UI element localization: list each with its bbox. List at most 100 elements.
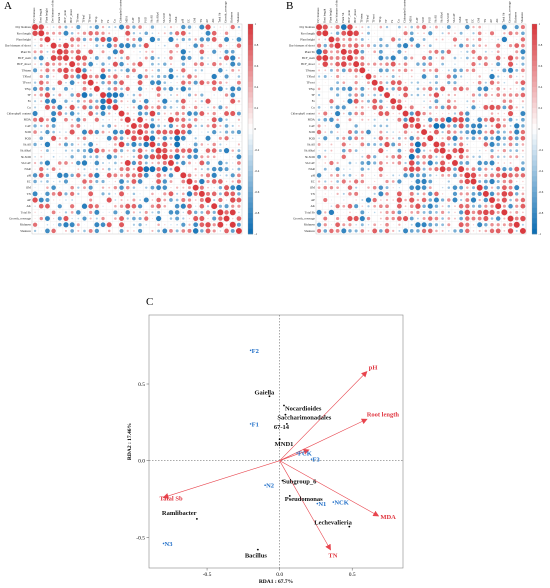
heatmap-cell	[207, 118, 209, 121]
heatmap-cell	[162, 141, 168, 148]
heatmap-cell	[335, 25, 340, 30]
heatmap-cell	[163, 62, 167, 66]
heatmap-cell	[32, 197, 38, 203]
heatmap-cell	[144, 31, 149, 36]
heatmap-cell	[207, 143, 209, 146]
heatmap-cell	[509, 155, 512, 159]
heatmap-cell	[335, 229, 340, 233]
heatmap-cell	[390, 55, 396, 61]
heatmap-cell	[459, 136, 463, 140]
heatmap-cell	[107, 167, 111, 171]
heatmap-cell	[205, 98, 211, 104]
heatmap-cell	[46, 50, 49, 53]
heatmap-cell	[95, 112, 99, 115]
heatmap-cell	[81, 55, 88, 61]
heatmap-cell	[367, 211, 370, 213]
heatmap-cell	[143, 166, 150, 173]
heatmap-cell	[224, 228, 229, 234]
heatmap-cell	[342, 112, 345, 115]
heatmap-cell	[435, 63, 437, 65]
heatmap-cell	[226, 26, 228, 28]
heatmap-cell	[186, 191, 193, 197]
heatmap-cell	[423, 137, 426, 140]
heatmap-row-label: Growth_coverage	[9, 217, 31, 221]
heatmap-cell	[508, 173, 513, 178]
heatmap-cell	[485, 32, 487, 34]
heatmap-row-label: Sb.CAT	[21, 161, 31, 165]
heatmap-cell	[101, 148, 105, 153]
heatmap-cell	[336, 81, 340, 85]
heatmap-cell	[410, 81, 413, 84]
heatmap-cell	[421, 74, 427, 79]
heatmap-cell	[132, 93, 136, 97]
rda-genus-point	[288, 495, 291, 497]
heatmap-cell	[34, 218, 36, 220]
heatmap-cell	[144, 105, 149, 110]
heatmap-cell	[189, 63, 190, 65]
heatmap-cell	[452, 185, 458, 190]
heatmap-row-label: Plant Sb	[21, 50, 32, 54]
heatmap-cell	[127, 94, 129, 96]
heatmap-cell	[398, 94, 401, 96]
heatmap-cell	[76, 173, 81, 178]
heatmap-cell	[348, 62, 352, 66]
heatmap-cell	[447, 124, 451, 128]
heatmap-cell	[100, 98, 106, 104]
heatmap-cell	[158, 45, 160, 47]
heatmap-cell	[205, 135, 211, 141]
heatmap-row-label: MDA	[24, 118, 32, 122]
heatmap-cell	[194, 69, 197, 72]
heatmap-cell	[428, 124, 432, 128]
heatmap-cell	[436, 32, 437, 34]
heatmap-cell	[515, 68, 519, 72]
heatmap-cell	[107, 75, 111, 78]
heatmap-cell	[132, 99, 136, 104]
heatmap-cell	[119, 92, 124, 98]
rda-genus-point	[283, 404, 285, 407]
heatmap-cell	[125, 86, 130, 91]
heatmap-cell	[404, 106, 407, 109]
heatmap-col-label: POD	[143, 16, 147, 23]
heatmap-cell	[201, 119, 203, 121]
heatmap-cell	[471, 136, 476, 141]
heatmap-cell	[199, 222, 205, 228]
heatmap-cell	[194, 168, 197, 171]
heatmap-cell	[211, 148, 217, 153]
heatmap-cell	[57, 204, 62, 209]
heatmap-cell	[90, 45, 92, 47]
heatmap-cell	[503, 81, 506, 84]
heatmap-cell	[348, 180, 352, 183]
heatmap-cell	[70, 68, 74, 72]
heatmap-cell	[89, 198, 93, 202]
heatmap-cell	[353, 98, 359, 104]
heatmap-cell	[329, 68, 333, 72]
heatmap-cell	[96, 51, 98, 53]
heatmap-cell	[317, 222, 322, 227]
heatmap-cell	[119, 216, 125, 222]
heatmap-cell	[181, 148, 186, 153]
heatmap-cell	[156, 185, 162, 191]
heatmap-col-label: Sb.CAT	[168, 13, 172, 23]
heatmap-cell	[181, 105, 186, 110]
heatmap-cell	[119, 149, 124, 153]
heatmap-cell	[479, 106, 481, 109]
heatmap-cell	[330, 143, 333, 146]
rda-env-vector	[279, 371, 368, 461]
heatmap-cell	[181, 62, 186, 66]
heatmap-cell	[459, 210, 464, 215]
heatmap-cell	[318, 63, 320, 66]
heatmap-cell	[445, 153, 452, 160]
heatmap-cell	[460, 51, 462, 53]
heatmap-cell	[119, 167, 124, 172]
heatmap-cell	[453, 142, 457, 146]
heatmap-cell	[434, 117, 439, 122]
heatmap-cell	[489, 209, 495, 215]
heatmap-cell	[225, 161, 228, 165]
heatmap-cell	[225, 69, 228, 72]
heatmap-cell	[478, 93, 482, 97]
heatmap-cell	[164, 94, 166, 96]
heatmap-cell	[199, 80, 205, 86]
heatmap-cell	[415, 222, 421, 228]
heatmap-cell	[372, 104, 378, 110]
heatmap-row-label: TN	[27, 192, 32, 196]
